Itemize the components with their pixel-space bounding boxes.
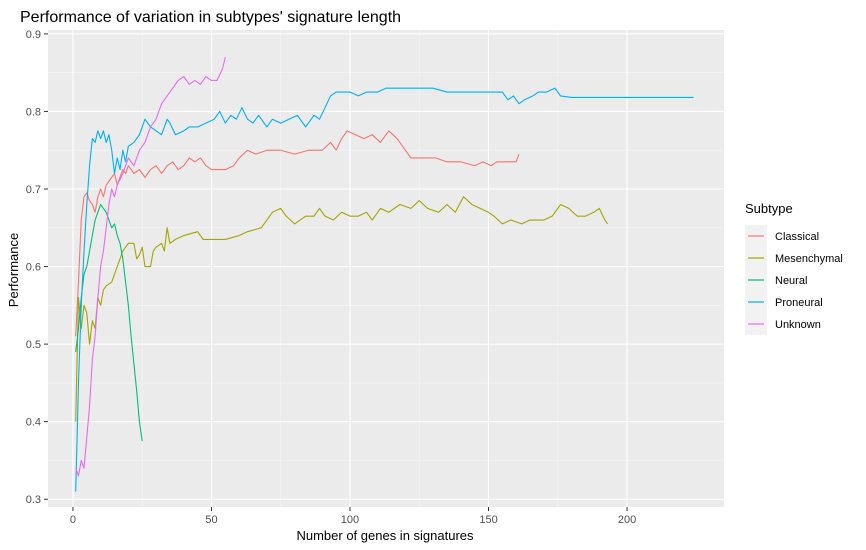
y-tick-label: 0.9 bbox=[26, 29, 41, 41]
x-tick-label: 200 bbox=[618, 514, 636, 526]
y-tick-label: 0.4 bbox=[26, 417, 41, 429]
y-tick-label: 0.3 bbox=[26, 494, 41, 506]
y-tick-label: 0.7 bbox=[26, 184, 41, 196]
legend-label: Mesenchymal bbox=[775, 253, 843, 265]
legend-label: Unknown bbox=[775, 319, 821, 331]
x-tick-label: 0 bbox=[70, 514, 76, 526]
chart-title: Performance of variation in subtypes' si… bbox=[20, 9, 401, 26]
series-line-proneural bbox=[75, 87, 694, 492]
grid-lines bbox=[48, 30, 724, 507]
legend-label: Proneural bbox=[775, 297, 823, 309]
series-line-unknown bbox=[75, 57, 226, 477]
series-line-mesenchymal bbox=[75, 196, 609, 422]
x-axis-title: Number of genes in signatures bbox=[296, 528, 474, 543]
x-tick-label: 150 bbox=[479, 514, 497, 526]
legend-label: Neural bbox=[775, 275, 807, 287]
x-tick-label: 100 bbox=[341, 514, 359, 526]
plot-panel bbox=[48, 30, 724, 507]
series-line-classical bbox=[75, 130, 520, 337]
legend-label: Classical bbox=[775, 231, 819, 243]
series-lines bbox=[75, 57, 694, 492]
legend-title: Subtype bbox=[745, 201, 793, 216]
x-tick-label: 50 bbox=[205, 514, 217, 526]
y-tick-label: 0.8 bbox=[26, 106, 41, 118]
series-line-neural bbox=[75, 203, 143, 442]
legend: Classical Mesenchymal Neural Proneural Unkno… bbox=[745, 225, 843, 335]
y-tick-label: 0.5 bbox=[26, 339, 41, 351]
y-axis-title: Performance bbox=[6, 233, 21, 307]
y-tick-label: 0.6 bbox=[26, 262, 41, 274]
